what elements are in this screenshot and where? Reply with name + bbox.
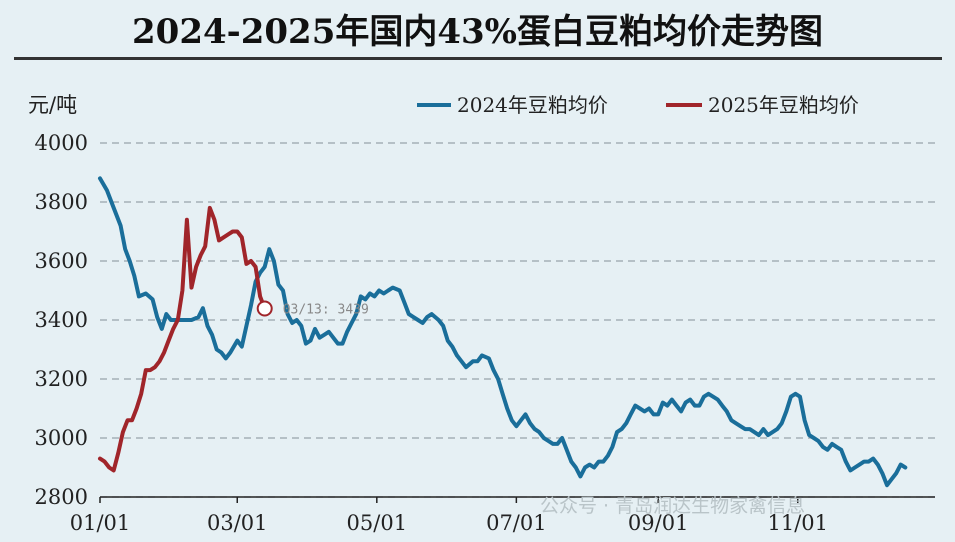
- annotation-marker: [256, 300, 273, 317]
- annotation-label: 03/13: 3439: [283, 302, 369, 317]
- y-tick-label: 2800: [35, 485, 88, 509]
- y-axis-ticks: 2800 3000 3200 3400 3600 3800 4000: [35, 131, 88, 509]
- title-underline: [14, 57, 942, 60]
- y-tick-label: 3400: [35, 308, 88, 332]
- annotation: 03/13: 3439: [256, 300, 369, 317]
- x-tick-label: 03/01: [207, 511, 268, 535]
- legend-label-2025: 2025年豆粕均价: [708, 93, 859, 117]
- x-tick-label: 07/01: [486, 511, 547, 535]
- x-tick-label: 01/01: [70, 511, 131, 535]
- series-line-0: [98, 176, 908, 488]
- series-lines: [98, 176, 908, 488]
- x-tick-label: 05/01: [347, 511, 408, 535]
- x-axis-ticks: 01/01 03/01 05/01 07/01 09/01 11/01: [70, 497, 828, 535]
- legend: 2024年豆粕均价 2025年豆粕均价: [417, 93, 859, 117]
- x-tick-label: 09/01: [628, 511, 689, 535]
- y-tick-label: 4000: [35, 131, 88, 155]
- gridlines: [100, 142, 935, 498]
- y-axis-unit: 元/吨: [28, 93, 77, 117]
- chart-title: 2024-2025年国内43%蛋白豆粕均价走势图: [132, 12, 823, 52]
- y-tick-label: 3200: [35, 367, 88, 391]
- x-tick-label: 11/01: [767, 511, 828, 535]
- y-tick-label: 3000: [35, 426, 88, 450]
- watermark: 公众号 · 青岛润达生物家禽信息: [540, 495, 805, 517]
- legend-label-2024: 2024年豆粕均价: [457, 93, 608, 117]
- series-line-1: [98, 205, 267, 473]
- y-tick-label: 3600: [35, 249, 88, 273]
- y-tick-label: 3800: [35, 190, 88, 214]
